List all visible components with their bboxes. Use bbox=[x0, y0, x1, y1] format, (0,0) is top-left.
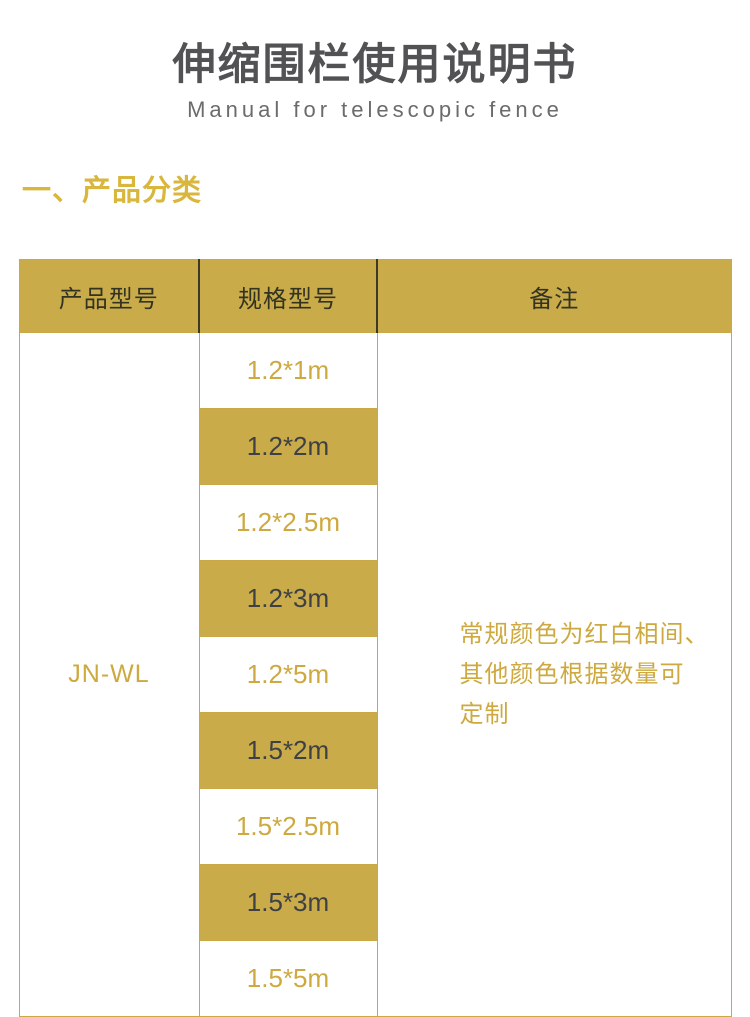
spec-row: 1.2*2m bbox=[19, 408, 731, 486]
spec-cell: 1.2*2.5m bbox=[198, 484, 378, 562]
remark-line: 其他颜色根据数量可 bbox=[459, 660, 685, 688]
spec-cell: 1.2*1m bbox=[198, 332, 378, 410]
spec-row: JN-WL 1.2*1m 常规颜色为红白相间、 其他颜色根据数量可 定制 bbox=[18, 332, 732, 1017]
spec-cell: 1.2*5m bbox=[198, 636, 378, 714]
remark-line: 定制 bbox=[459, 700, 510, 728]
remark-cell: 常规颜色为红白相间、 其他颜色根据数量可 定制 bbox=[376, 332, 732, 1017]
section-heading: 一、产品分类 bbox=[22, 175, 203, 208]
spec-cell: 1.2*3m bbox=[198, 560, 378, 638]
header-cell-remark: 备注 bbox=[376, 259, 731, 333]
product-model-cell: JN-WL bbox=[18, 332, 200, 1017]
page-header: 伸缩围栏使用说明书 Manual for telescopic fence bbox=[0, 0, 750, 123]
spec-cell: 1.5*2.5m bbox=[198, 788, 378, 866]
product-classification-table: 产品型号 规格型号 备注 JN-WL 1.2*1m 常规颜色为红白相间、 其他颜… bbox=[18, 259, 732, 1017]
spec-row: 1.2*5m bbox=[19, 636, 731, 714]
spec-row: 1.2*2.5m bbox=[19, 484, 731, 562]
spec-cell: 1.2*2m bbox=[198, 408, 378, 486]
page-title: 伸缩围栏使用说明书 bbox=[172, 41, 578, 89]
header-cell-spec-model: 规格型号 bbox=[198, 259, 377, 333]
spec-row: 1.5*3m bbox=[19, 864, 731, 942]
table-header-row: 产品型号 规格型号 备注 bbox=[19, 259, 731, 333]
header-cell-product-model: 产品型号 bbox=[19, 259, 199, 333]
page-subtitle: Manual for telescopic fence bbox=[187, 97, 563, 123]
spec-cell: 1.5*3m bbox=[198, 864, 378, 942]
spec-row: 1.5*2.5m bbox=[19, 788, 731, 866]
spec-cell: 1.5*5m bbox=[198, 940, 378, 1017]
remark-line: 常规颜色为红白相间、 bbox=[459, 620, 710, 648]
spec-cell: 1.5*2m bbox=[198, 712, 378, 790]
spec-row: 1.5*2m bbox=[19, 712, 731, 790]
